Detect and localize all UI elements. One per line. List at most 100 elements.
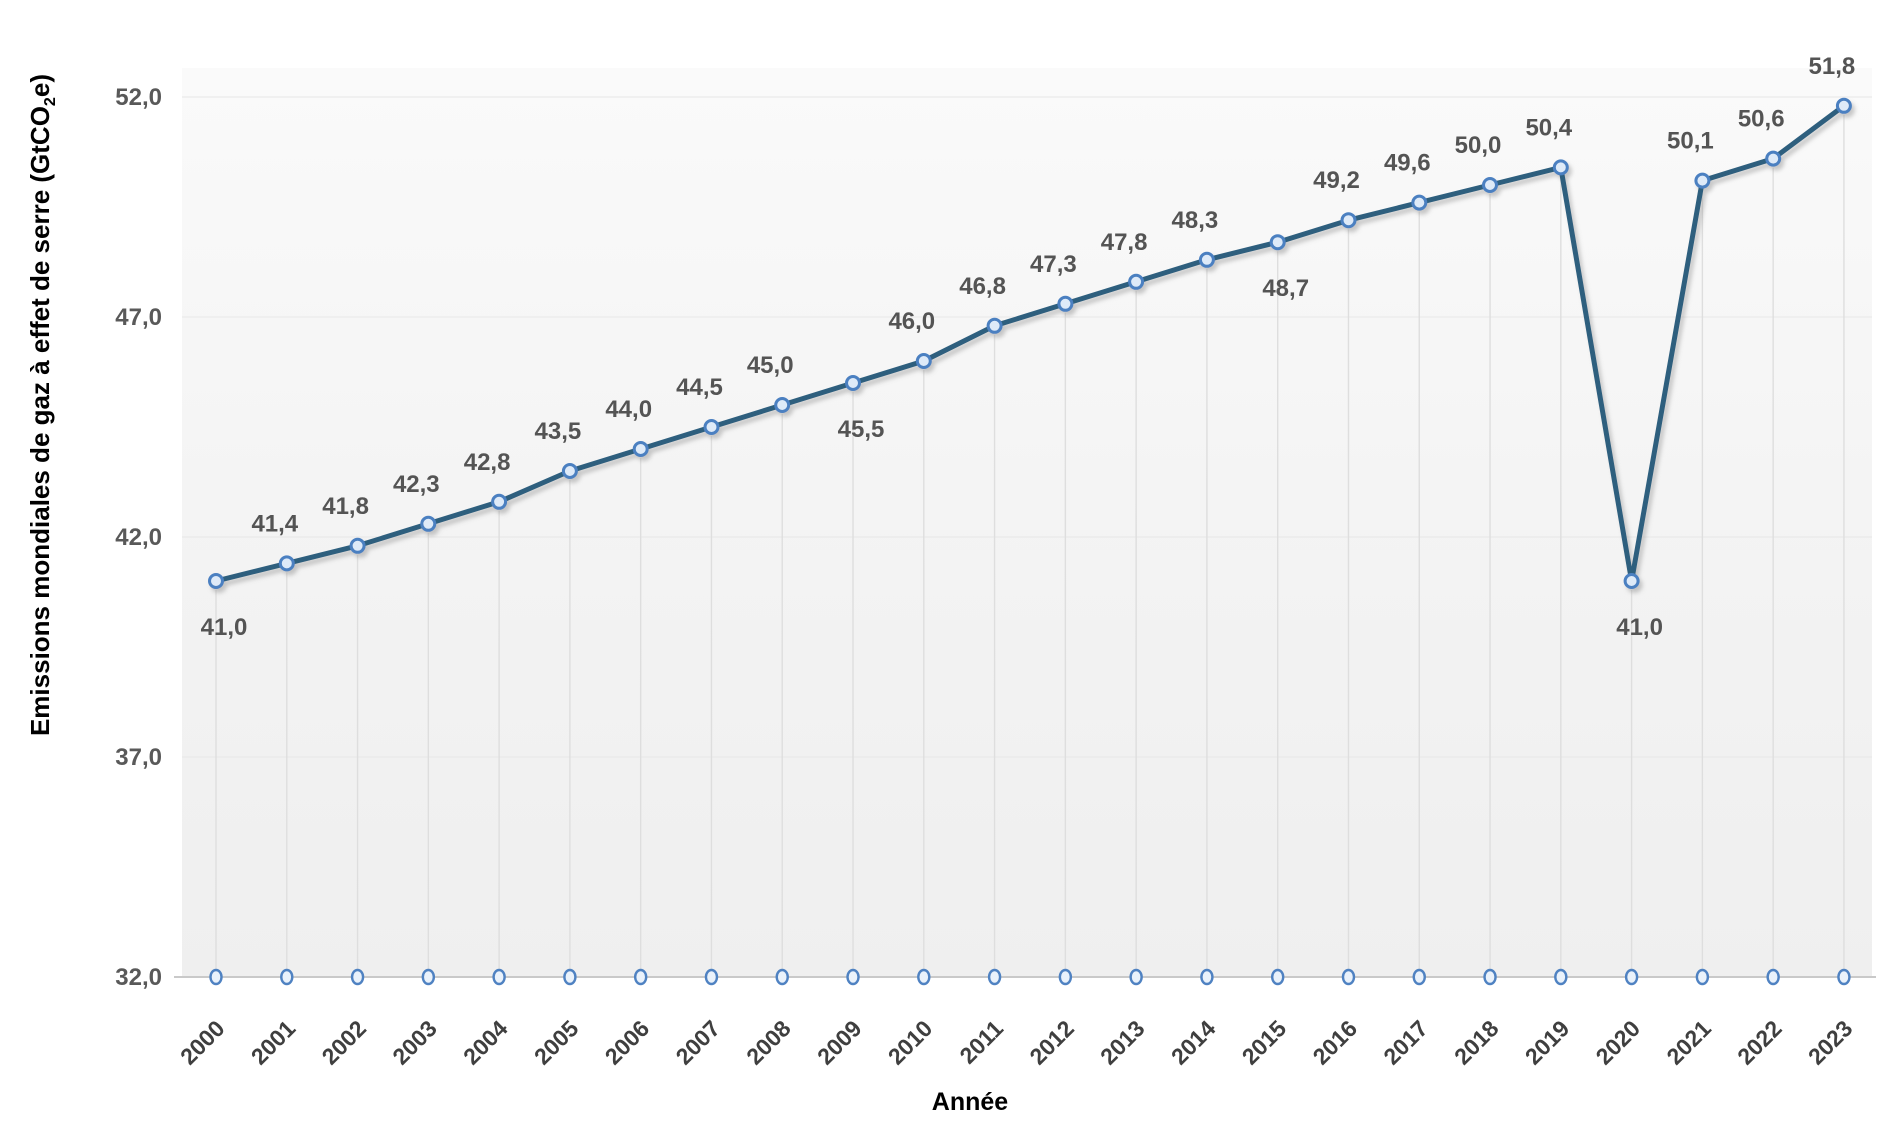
data-point-2020 — [1623, 573, 1640, 589]
baseline-marker-2018 — [1483, 968, 1497, 986]
series-group — [208, 97, 1852, 589]
x-tick-label-2023: 2023 — [1803, 1015, 1858, 1070]
baseline-marker-2019 — [1554, 968, 1568, 986]
baseline-marker-2002 — [350, 968, 365, 986]
baseline-marker-2011 — [987, 968, 1002, 986]
data-point-2013 — [1128, 273, 1145, 290]
x-tick-label-2007: 2007 — [670, 1015, 725, 1070]
baseline-marker-2007 — [704, 968, 719, 986]
x-tick-label-2006: 2006 — [600, 1015, 655, 1070]
data-label-2017: 49,6 — [1384, 150, 1431, 177]
data-label-2014: 48,3 — [1172, 207, 1219, 234]
x-tick-label-2018: 2018 — [1449, 1015, 1504, 1070]
x-tick-label-2014: 2014 — [1166, 1015, 1221, 1070]
data-label-2022: 50,6 — [1738, 106, 1785, 133]
emissions-line — [213, 103, 1847, 584]
x-tick-label-2020: 2020 — [1591, 1015, 1646, 1070]
data-label-2013: 47,8 — [1101, 229, 1148, 256]
data-label-2015: 48,7 — [1262, 275, 1309, 302]
baseline-marker-2008 — [775, 968, 789, 986]
data-point-2014 — [1198, 251, 1215, 268]
data-label-2023: 51,8 — [1809, 53, 1856, 80]
baseline-marker-2000 — [209, 968, 223, 986]
baseline-marker-2013 — [1129, 968, 1143, 986]
data-label-2007: 44,5 — [676, 374, 723, 401]
baseline-marker-2004 — [492, 968, 506, 986]
x-tick-label-2010: 2010 — [883, 1015, 938, 1070]
data-label-2005: 43,5 — [535, 418, 582, 445]
data-point-2008 — [774, 397, 791, 413]
x-tick-label-2019: 2019 — [1520, 1015, 1575, 1070]
data-label-2008: 45,0 — [747, 352, 794, 379]
data-label-2012: 47,3 — [1030, 251, 1077, 278]
data-label-2004: 42,8 — [464, 449, 511, 476]
x-tick-label-2021: 2021 — [1661, 1015, 1716, 1070]
baseline-marker-2017 — [1412, 968, 1426, 986]
x-tick-label-2001: 2001 — [246, 1015, 301, 1070]
data-label-2011: 46,8 — [959, 273, 1006, 300]
x-tick-label-2022: 2022 — [1732, 1015, 1787, 1070]
x-tick-label-2005: 2005 — [529, 1015, 584, 1070]
baseline-marker-2021 — [1695, 968, 1710, 986]
x-axis-title: Année — [931, 1088, 1009, 1116]
x-tick-label-2000: 2000 — [175, 1015, 230, 1070]
data-point-2022 — [1765, 150, 1782, 167]
x-tick-label-2008: 2008 — [741, 1015, 796, 1070]
data-point-2015 — [1269, 234, 1286, 251]
x-tick-label-2011: 2011 — [954, 1015, 1008, 1069]
plot-area — [182, 68, 1872, 977]
data-label-2020: 41,0 — [1616, 614, 1663, 641]
data-label-2001: 41,4 — [251, 510, 298, 537]
data-point-2004 — [491, 493, 508, 510]
data-label-2009: 45,5 — [838, 416, 885, 443]
data-label-2010: 46,0 — [888, 308, 935, 335]
data-label-2019: 50,4 — [1525, 114, 1572, 141]
y-tick-label-32,0: 32,0 — [115, 964, 162, 991]
data-point-2019 — [1552, 159, 1569, 176]
data-label-2006: 44,0 — [605, 396, 652, 423]
y-tick-label-42,0: 42,0 — [115, 524, 162, 551]
data-label-2016: 49,2 — [1313, 167, 1360, 194]
x-tick-label-2002: 2002 — [317, 1015, 372, 1070]
data-point-2012 — [1057, 295, 1074, 312]
data-label-2000: 41,0 — [201, 614, 248, 641]
x-tick-label-2016: 2016 — [1307, 1015, 1362, 1070]
x-tick-label-2003: 2003 — [387, 1015, 442, 1070]
data-point-2017 — [1411, 194, 1428, 211]
data-point-2021 — [1694, 172, 1711, 189]
x-tick-label-2013: 2013 — [1095, 1015, 1150, 1070]
x-tick-label-2017: 2017 — [1378, 1015, 1433, 1070]
data-point-2010 — [915, 353, 932, 369]
baseline-marker-2016 — [1341, 968, 1356, 986]
data-point-2001 — [278, 555, 295, 572]
data-point-2002 — [349, 537, 366, 554]
data-point-2003 — [420, 515, 437, 532]
data-label-2018: 50,0 — [1455, 132, 1502, 159]
baseline-marker-2020 — [1624, 968, 1639, 986]
baseline-marker-2006 — [633, 968, 648, 986]
baseline-marker-2023 — [1837, 968, 1851, 986]
x-tick-label-2012: 2012 — [1024, 1015, 1079, 1070]
baseline-marker-2014 — [1200, 968, 1214, 986]
data-point-2000 — [208, 573, 224, 589]
baseline-marker-2010 — [917, 968, 931, 986]
data-point-2011 — [986, 317, 1003, 334]
data-point-2009 — [845, 375, 861, 391]
data-label-2003: 42,3 — [393, 471, 440, 498]
x-tick-label-2004: 2004 — [458, 1015, 513, 1070]
baseline-marker-2009 — [846, 968, 860, 986]
data-label-2002: 41,8 — [322, 493, 369, 520]
baseline-marker-2015 — [1270, 968, 1285, 986]
data-point-2016 — [1340, 212, 1357, 229]
baseline-marker-2022 — [1766, 968, 1780, 986]
data-point-2006 — [632, 441, 649, 457]
x-tick-label-2015: 2015 — [1237, 1015, 1292, 1070]
baseline-marker-2012 — [1058, 968, 1073, 986]
data-point-2007 — [703, 419, 720, 435]
y-tick-label-37,0: 37,0 — [115, 744, 162, 771]
y-tick-label-47,0: 47,0 — [115, 304, 162, 331]
baseline-marker-2001 — [280, 968, 294, 986]
baseline-marker-2003 — [421, 968, 436, 986]
